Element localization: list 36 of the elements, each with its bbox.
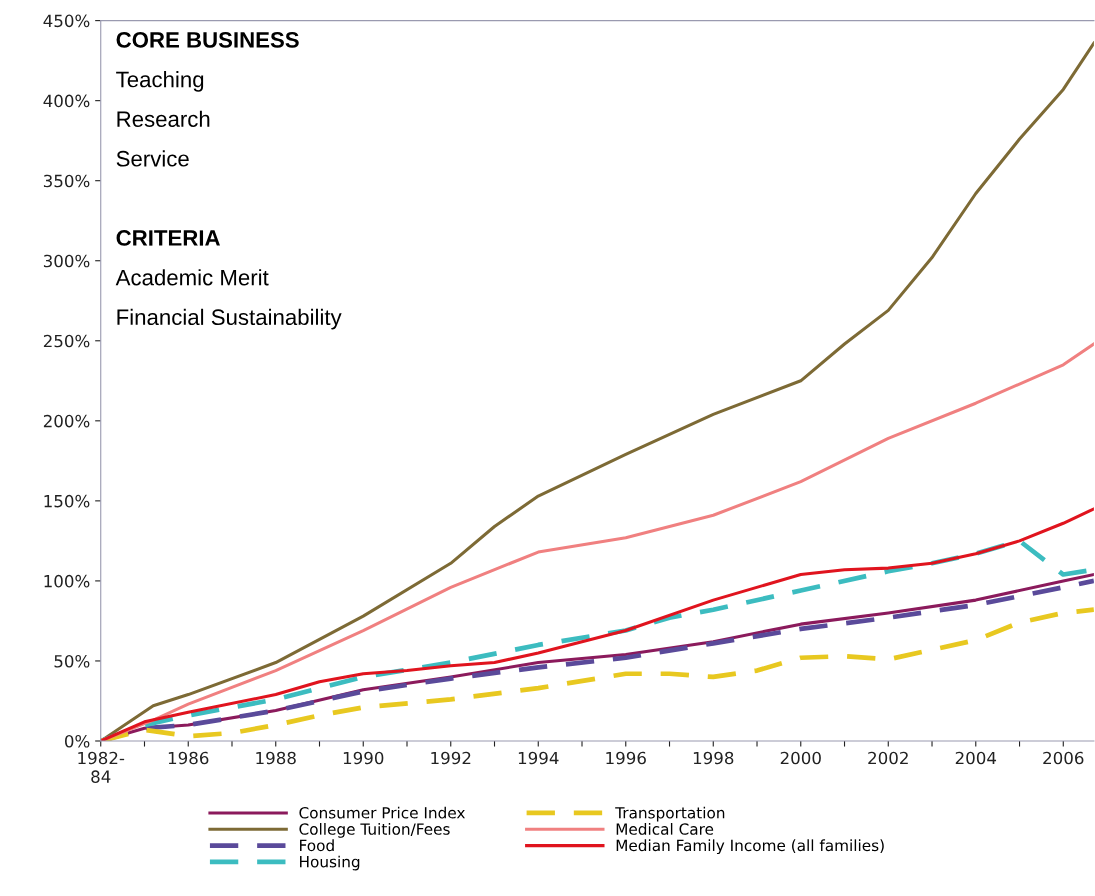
x-tick-label: 1990 [343,751,384,765]
y-tick-label: 250% [43,334,90,348]
annotation: Academic Merit [115,269,269,286]
y-tick-label: 300% [43,254,90,268]
x-tick-label: 2002 [868,751,908,765]
x-tick-label: 2006 [1043,751,1084,765]
annotation: Teaching [116,71,204,92]
annotation: Service [116,150,189,167]
legend-label: College Tuition/Fees [299,823,450,838]
y-tick-label: 150% [44,494,90,508]
y-tick-label: 100% [44,574,90,588]
y-tick-label: 200% [43,414,90,428]
legend-label: Food [300,839,334,852]
legend-label: Transportation [615,806,725,822]
y-tick-label: 350% [43,174,90,188]
x-tick-label: 1988 [256,751,296,765]
x-tick-label: 2000 [780,751,821,765]
legend-label: Consumer Price Index [299,806,465,819]
x-tick-label: 2004 [955,751,997,765]
y-tick-label: 450% [43,14,90,28]
annotation: Financial Sustainability [117,308,342,330]
x-tick-label: 1982- 84 [78,751,125,783]
annotation: CRITERIA [116,230,220,246]
x-tick-label: 1998 [693,751,734,765]
legend-label: Medical Care [616,823,714,835]
legend-label: Median Family Income (all families) [616,839,884,855]
annotation: CORE BUSINESS [116,32,299,48]
annotation: Research [117,110,210,127]
y-tick-label: 400% [43,94,90,108]
x-tick-label: 1996 [606,751,646,765]
x-tick-label: 1994 [518,751,559,765]
x-tick-label: 1986 [168,751,209,765]
x-tick-label: 1992 [431,751,471,765]
y-tick-label: 50% [54,654,90,668]
legend-label: Housing [300,855,360,871]
y-tick-label: 0% [64,734,90,748]
